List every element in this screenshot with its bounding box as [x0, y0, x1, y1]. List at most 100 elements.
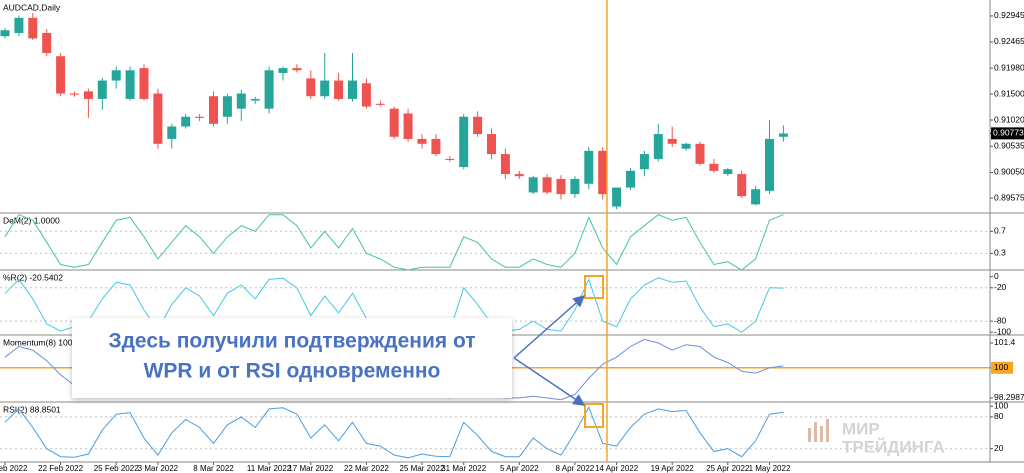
- candle-body: [292, 68, 302, 71]
- y-tick-label: 0.89575: [994, 192, 1024, 202]
- candle-body: [139, 68, 149, 99]
- candle-body: [695, 143, 705, 164]
- watermark: МИР ТРЕЙДИНГА: [808, 419, 945, 456]
- arrow: [513, 295, 586, 359]
- candle-body: [681, 143, 691, 149]
- candle-body: [514, 174, 524, 177]
- candle-body: [0, 30, 10, 37]
- candle-body: [417, 138, 427, 144]
- candle-body: [737, 174, 747, 197]
- candle-body: [653, 134, 663, 159]
- level-label-bg: [991, 361, 1013, 374]
- x-tick-label: 14 Apr 2022: [595, 464, 639, 473]
- y-tick-label: 0.92945: [994, 10, 1024, 20]
- candle-body: [403, 113, 413, 139]
- candle-body: [375, 103, 385, 105]
- candle-body: [473, 116, 483, 135]
- candle-body: [14, 17, 24, 33]
- candle-body: [167, 126, 177, 139]
- candle-body: [667, 138, 677, 144]
- last-price-bg: [991, 127, 1024, 140]
- y-tick-label: 0.7: [994, 226, 1006, 236]
- y-tick-label: 101.4: [994, 337, 1016, 347]
- x-tick-label: 25 Apr 2022: [706, 464, 750, 473]
- panel-title: RSI(2) 88.8501: [3, 404, 61, 414]
- y-tick-label: -20: [994, 282, 1007, 292]
- candle-body: [612, 187, 622, 207]
- x-tick-label: 22 Mar 2022: [344, 464, 389, 473]
- y-tick-label: 0.92465: [994, 36, 1024, 46]
- watermark-text: ТРЕЙДИНГА: [842, 437, 945, 456]
- candle-body: [570, 178, 580, 195]
- arrow: [513, 357, 586, 406]
- candle-body: [556, 178, 566, 195]
- candle-body: [500, 154, 510, 175]
- candle-body: [97, 80, 107, 99]
- panel-title: AUDCAD,Daily: [3, 2, 61, 12]
- x-tick-label: 11 Mar 2022: [247, 464, 292, 473]
- candle-body: [250, 98, 260, 101]
- y-tick-label: 100: [994, 362, 1008, 372]
- highlight-box: [584, 275, 604, 299]
- x-tick-label: 25 Feb 2022: [94, 464, 139, 473]
- y-tick-label: -100: [994, 326, 1011, 336]
- candle-body: [626, 170, 635, 188]
- highlight-box: [584, 403, 604, 428]
- x-tick-label: 8 Mar 2022: [193, 464, 234, 473]
- candle-body: [222, 96, 232, 117]
- candle-body: [306, 78, 316, 97]
- y-tick-label: 0.91020: [994, 114, 1024, 124]
- annotation-box: [72, 318, 512, 398]
- panel-title: Momentum(8) 100.1: [3, 337, 80, 347]
- candle-body: [389, 108, 399, 137]
- watermark-text: МИР: [842, 419, 880, 438]
- y-tick-label: 0.91500: [994, 88, 1024, 98]
- x-tick-label: 19 Apr 2022: [651, 464, 695, 473]
- candle-body: [264, 70, 274, 109]
- candle-body: [778, 133, 788, 137]
- candle-body: [459, 116, 469, 168]
- candle-body: [42, 32, 52, 53]
- y-tick-label: 20: [994, 443, 1004, 453]
- y-tick-label: -80: [994, 315, 1007, 325]
- x-tick-label: 31 Mar 2022: [441, 464, 486, 473]
- x-tick-label: 25 Mar 2022: [400, 464, 445, 473]
- y-tick-label: 0.90050: [994, 167, 1024, 177]
- y-tick-label: 0: [994, 271, 999, 281]
- candle-body: [598, 150, 608, 195]
- last-price-label: 0.90773: [993, 128, 1024, 138]
- y-tick-label: 0.91980: [994, 62, 1024, 72]
- x-tick-label: 8 Apr 2022: [556, 464, 595, 473]
- annotation-text: Здесь получили подтверждения от: [108, 330, 475, 353]
- candle-body: [70, 93, 79, 95]
- indicator-line: [4, 406, 784, 459]
- y-tick-label: 80: [994, 411, 1004, 421]
- y-tick-label: 0.3: [994, 248, 1006, 258]
- candle-body: [765, 138, 774, 191]
- candle-body: [28, 17, 38, 39]
- candle-body: [487, 134, 496, 155]
- x-tick-label: 5 Apr 2022: [500, 464, 539, 473]
- panel-title: %R(2) -20.5402: [3, 272, 63, 282]
- candle-body: [445, 158, 455, 161]
- candle-body: [56, 56, 66, 94]
- y-tick-label: 98.2987: [994, 392, 1024, 402]
- x-tick-label: 22 Feb 2022: [38, 464, 83, 473]
- annotation-text: WPR и от RSI одновременно: [144, 360, 441, 383]
- candle-body: [236, 93, 246, 109]
- candle-body: [528, 177, 538, 193]
- candle-body: [111, 70, 121, 81]
- candle-body: [125, 70, 135, 99]
- candle-body: [431, 138, 441, 155]
- candle-body: [83, 91, 93, 99]
- candle-body: [334, 80, 344, 99]
- candle-body: [348, 80, 357, 99]
- candle-body: [542, 177, 552, 193]
- candle-body: [584, 150, 594, 184]
- candle-body: [709, 163, 719, 171]
- candle-body: [320, 80, 330, 97]
